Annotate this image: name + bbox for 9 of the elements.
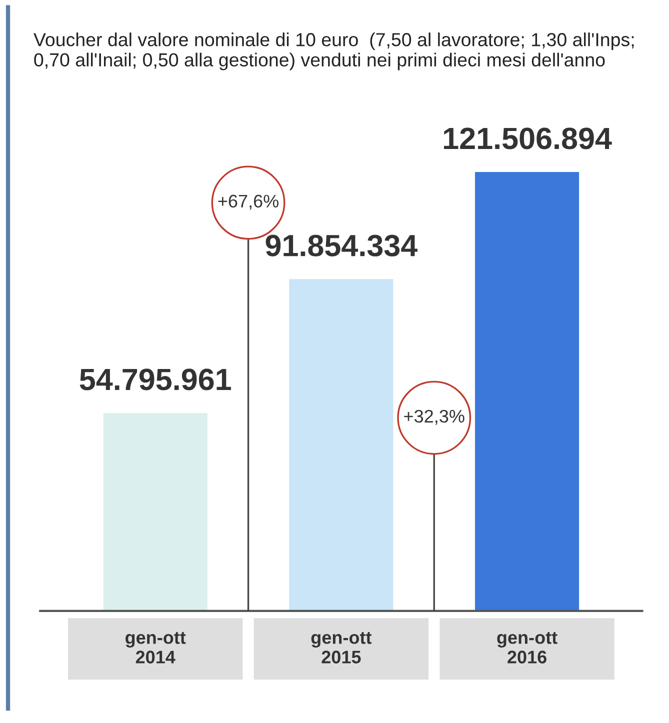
x-tick-label: gen-ott 2015 — [311, 632, 372, 664]
data-label: 91.854.334 — [266, 234, 418, 256]
chart-subtitle: Voucher dal valore nominale di 10 euro (7,50 al lavoratore; 1,30 all'Inps; 0,70 all'Inail; 0,50 alla gestione) venduti nei primi dieci mesi dell'anno — [34, 32, 634, 70]
data-label: 121.506.894 — [444, 128, 612, 150]
data-label: 54.795.961 — [80, 368, 231, 390]
annotation: +32,3% — [404, 410, 464, 425]
x-tick-label: gen-ott 2014 — [126, 632, 186, 664]
x-tick-label: gen-ott 2016 — [497, 632, 558, 664]
annotation: +67,6% — [218, 194, 278, 210]
